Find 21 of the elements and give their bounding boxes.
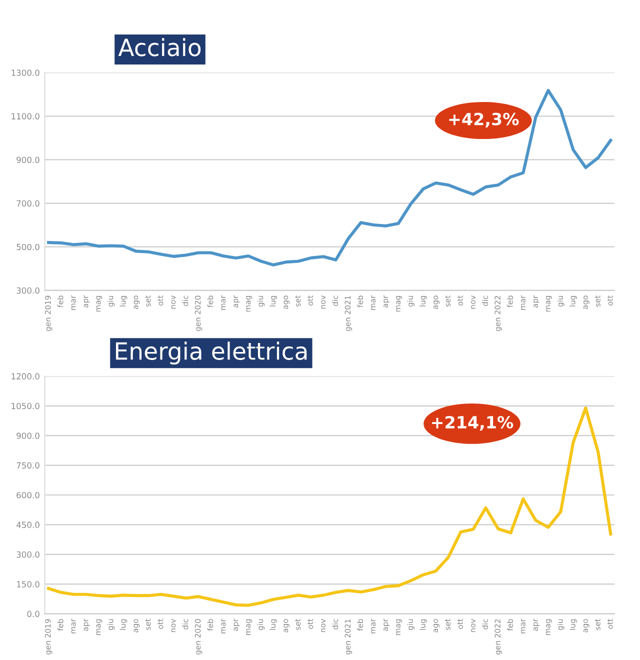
chart-title: Energia elettrica <box>116 342 307 365</box>
y-tick-label: 900.0 <box>16 156 40 164</box>
line-series <box>47 406 612 607</box>
y-tick-label: 600.0 <box>16 492 40 498</box>
chart-title: Acciaio <box>118 38 201 56</box>
y-tick-label: 1300.0 <box>12 70 40 76</box>
y-tick-label: 900.0 <box>16 432 40 439</box>
y-tick-label: 1200.0 <box>12 373 40 380</box>
y-tick-label: 300.0 <box>16 551 40 558</box>
y-tick-label: 700.0 <box>16 200 40 207</box>
y-tick-label: 1100.0 <box>12 113 40 120</box>
y-tick-label: 1050.0 <box>12 402 40 410</box>
y-tick-label: 300.0 <box>16 287 40 294</box>
y-tick-label: 150.0 <box>16 581 40 588</box>
y-tick-label: 0.0 <box>27 610 40 618</box>
line-series <box>47 88 612 266</box>
y-tick-label: 450.0 <box>16 522 40 528</box>
y-tick-label: 750.0 <box>16 462 40 469</box>
annotation: +42,3% <box>449 112 519 128</box>
y-tick-label: 500.0 <box>16 244 40 250</box>
annotation: +214,1% <box>432 416 514 431</box>
